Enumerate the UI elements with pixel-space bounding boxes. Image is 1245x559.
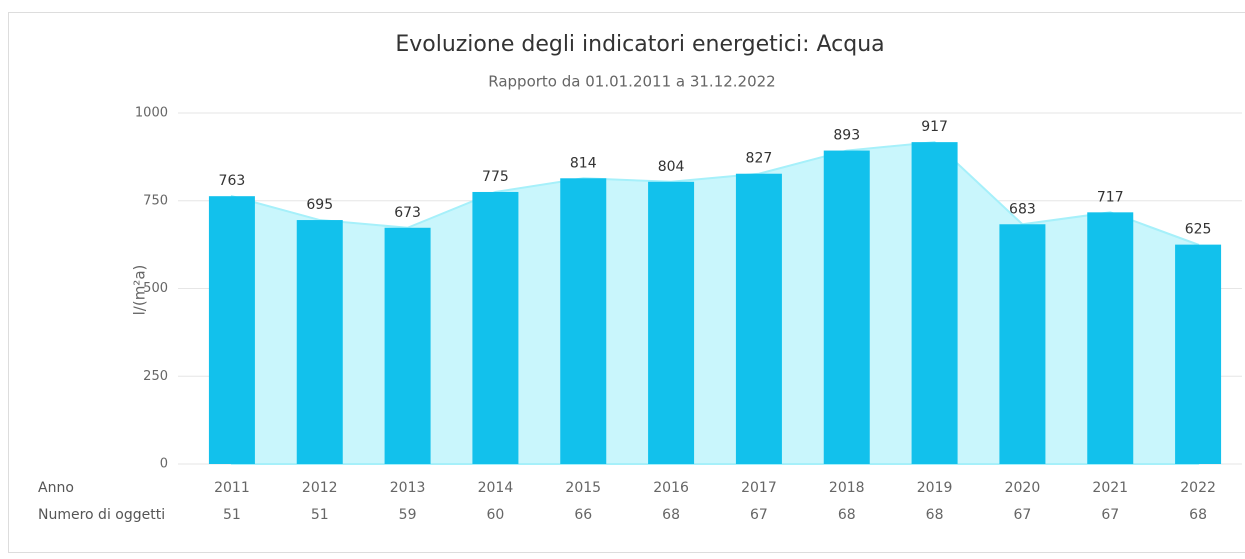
x-tick-label: 2018 bbox=[829, 480, 865, 496]
count-label: 68 bbox=[662, 507, 680, 523]
y-tick-label: 250 bbox=[143, 369, 168, 384]
x-tick-label: 2022 bbox=[1180, 480, 1216, 496]
value-label: 814 bbox=[570, 155, 597, 171]
bar bbox=[735, 173, 782, 464]
y-axis-label: l/(m²a) bbox=[131, 265, 149, 316]
value-label: 673 bbox=[394, 205, 421, 221]
x-tick-label: 2017 bbox=[741, 480, 777, 496]
value-label: 804 bbox=[658, 159, 685, 175]
value-label: 625 bbox=[1185, 222, 1212, 238]
count-label: 67 bbox=[750, 507, 768, 523]
bar bbox=[1087, 212, 1134, 464]
bar bbox=[560, 178, 607, 464]
bar bbox=[296, 220, 343, 464]
count-label: 67 bbox=[1101, 507, 1119, 523]
count-label: 66 bbox=[574, 507, 592, 523]
bar bbox=[911, 142, 958, 464]
chart-title: Evoluzione degli indicatori energetici: … bbox=[395, 32, 884, 57]
bar bbox=[999, 224, 1046, 464]
bar bbox=[384, 227, 431, 464]
value-label: 763 bbox=[219, 173, 246, 189]
count-label: 59 bbox=[399, 507, 417, 523]
x-tick-label: 2016 bbox=[653, 480, 689, 496]
value-label: 775 bbox=[482, 169, 509, 185]
count-label: 68 bbox=[838, 507, 856, 523]
x-tick-label: 2019 bbox=[917, 480, 953, 496]
value-label: 695 bbox=[306, 197, 333, 213]
value-label: 717 bbox=[1097, 189, 1124, 205]
y-tick-label: 500 bbox=[143, 281, 168, 296]
count-label: 51 bbox=[311, 507, 329, 523]
y-tick-label: 750 bbox=[143, 193, 168, 208]
value-label: 917 bbox=[921, 119, 948, 135]
x-tick-label: 2011 bbox=[214, 480, 250, 496]
x-tick-label: 2014 bbox=[478, 480, 514, 496]
x-tick-label: 2015 bbox=[565, 480, 601, 496]
value-label: 827 bbox=[746, 151, 773, 167]
x-tick-label: 2021 bbox=[1092, 480, 1128, 496]
bar bbox=[648, 181, 695, 464]
row-label: Anno bbox=[38, 480, 74, 496]
chart-subtitle: Rapporto da 01.01.2011 a 31.12.2022 bbox=[488, 73, 775, 91]
y-tick-label: 1000 bbox=[135, 106, 168, 121]
count-label: 68 bbox=[926, 507, 944, 523]
value-label: 683 bbox=[1009, 201, 1036, 217]
value-label: 893 bbox=[833, 128, 860, 144]
row-label: Numero di oggetti bbox=[38, 507, 165, 523]
bar bbox=[208, 196, 255, 464]
y-tick-label: 0 bbox=[160, 457, 168, 472]
count-label: 60 bbox=[487, 507, 505, 523]
bar bbox=[823, 150, 870, 464]
count-label: 67 bbox=[1014, 507, 1032, 523]
count-label: 51 bbox=[223, 507, 241, 523]
x-tick-label: 2020 bbox=[1005, 480, 1041, 496]
count-label: 68 bbox=[1189, 507, 1207, 523]
bar bbox=[472, 191, 519, 464]
bar bbox=[1175, 244, 1222, 464]
x-tick-label: 2013 bbox=[390, 480, 426, 496]
x-tick-label: 2012 bbox=[302, 480, 338, 496]
